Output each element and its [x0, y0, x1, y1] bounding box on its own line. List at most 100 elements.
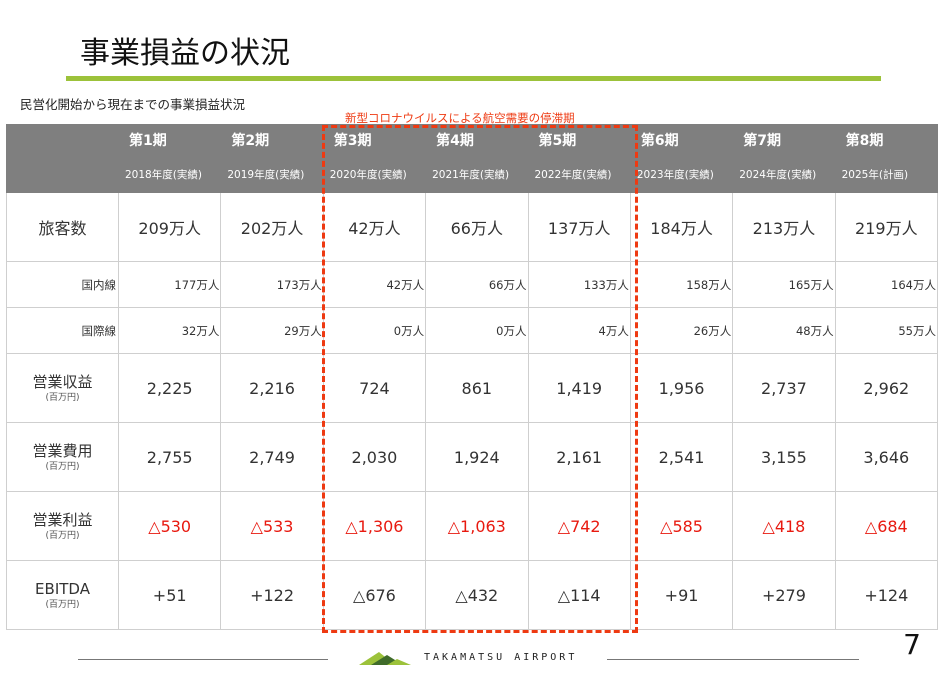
table-cell: 2,161: [527, 422, 631, 492]
table-cell: 158万人: [629, 261, 734, 308]
table-cell-negative: △530: [117, 491, 222, 561]
row-label: EBITDA: [35, 579, 90, 598]
row-unit: (百万円): [45, 392, 80, 403]
table-cell: 3,155: [732, 422, 836, 492]
table-cell: 202万人: [220, 192, 324, 262]
table-cell: 165万人: [732, 261, 836, 308]
table-cell-negative: △742: [527, 491, 631, 561]
table-cell-negative: △684: [834, 491, 939, 561]
table-row-expenses: 営業費用 (百万円) 2,755 2,749 2,030 1,924 2,161…: [6, 422, 939, 492]
row-label: 営業費用: [32, 441, 93, 460]
table-cell: 2,225: [117, 353, 222, 423]
table-cell: 213万人: [732, 192, 836, 262]
row-label-cell: 営業収益 (百万円): [6, 353, 119, 423]
table-cell: 2,541: [629, 422, 734, 492]
header-corner: [6, 124, 119, 156]
table-cell: 1,956: [629, 353, 734, 423]
footer-rule-right: [607, 659, 859, 660]
period-name: 第5期: [527, 124, 631, 156]
table-cell: 48万人: [732, 307, 836, 354]
table-cell: 0万人: [322, 307, 427, 354]
period-year: 2024年度(実績): [732, 155, 836, 193]
row-unit: (百万円): [45, 461, 80, 472]
period-year-plan: 2025年(計画): [834, 155, 939, 193]
page-title: 事業損益の状況: [80, 36, 290, 71]
header-corner: [6, 155, 119, 193]
period-year: 2022年度(実績): [527, 155, 631, 193]
table-cell: 32万人: [117, 307, 222, 354]
table-cell: 724: [322, 353, 427, 423]
row-label: 旅客数: [6, 192, 119, 262]
table-cell: △676: [322, 560, 427, 630]
table-cell: +279: [732, 560, 836, 630]
row-unit: (百万円): [45, 530, 80, 541]
row-label: 国内線: [6, 261, 119, 308]
period-name: 第6期: [629, 124, 734, 156]
table-cell-negative: △585: [629, 491, 734, 561]
table-cell: 219万人: [834, 192, 939, 262]
table-cell: +122: [220, 560, 324, 630]
table-cell: 1,419: [527, 353, 631, 423]
period-name: 第3期: [322, 124, 427, 156]
table-row-passengers: 旅客数 209万人 202万人 42万人 66万人 137万人 184万人 21…: [6, 192, 939, 262]
table-cell-negative: △418: [732, 491, 836, 561]
table-cell: 0万人: [425, 307, 529, 354]
period-name: 第2期: [220, 124, 324, 156]
table-cell: 137万人: [527, 192, 631, 262]
table-cell: 133万人: [527, 261, 631, 308]
table-cell: +91: [629, 560, 734, 630]
table-cell: 184万人: [629, 192, 734, 262]
table-row-revenue: 営業収益 (百万円) 2,225 2,216 724 861 1,419 1,9…: [6, 353, 939, 423]
table-row-international: 国際線 32万人 29万人 0万人 0万人 4万人 26万人 48万人 55万人: [6, 307, 939, 354]
footer-rule-left: [78, 659, 328, 660]
table-cell: 2,216: [220, 353, 324, 423]
table-cell: 177万人: [117, 261, 222, 308]
table-row-operating-profit: 営業利益 (百万円) △530 △533 △1,306 △1,063 △742 …: [6, 491, 939, 561]
table-cell: 861: [425, 353, 529, 423]
table-cell: 42万人: [322, 192, 427, 262]
row-label-cell: 営業利益 (百万円): [6, 491, 119, 561]
row-label: 国際線: [6, 307, 119, 354]
page-subtitle: 民営化開始から現在までの事業損益状況: [20, 97, 246, 112]
row-label-cell: 営業費用 (百万円): [6, 422, 119, 492]
table-cell: 2,755: [117, 422, 222, 492]
period-year: 2019年度(実績): [220, 155, 324, 193]
airport-logo-text: TAKAMATSU AIRPORT: [424, 652, 578, 663]
table-cell-negative: △1,306: [322, 491, 427, 561]
period-name: 第8期: [834, 124, 939, 156]
row-label: 営業利益: [32, 510, 93, 529]
row-label-cell: EBITDA (百万円): [6, 560, 119, 630]
period-name: 第1期: [117, 124, 222, 156]
table-cell: 42万人: [322, 261, 427, 308]
airport-logo-icon: [359, 652, 411, 665]
table-cell: 66万人: [425, 261, 529, 308]
table-cell: 29万人: [220, 307, 324, 354]
table-cell: 2,962: [834, 353, 939, 423]
table-cell: 3,646: [834, 422, 939, 492]
table-row-domestic: 国内線 177万人 173万人 42万人 66万人 133万人 158万人 16…: [6, 261, 939, 308]
table-cell: 2,737: [732, 353, 836, 423]
table-cell: +124: [834, 560, 939, 630]
covid-period-label: 新型コロナウイルスによる航空需要の停滞期: [345, 111, 575, 125]
table-cell: 209万人: [117, 192, 222, 262]
table-cell: 1,924: [425, 422, 529, 492]
page-number: 7: [903, 628, 921, 661]
period-year: 2021年度(実績): [425, 155, 529, 193]
period-year: 2023年度(実績): [629, 155, 734, 193]
title-underline: [66, 76, 881, 81]
table-cell: 26万人: [629, 307, 734, 354]
period-header-row: 第1期 第2期 第3期 第4期 第5期 第6期 第7期 第8期: [6, 124, 939, 156]
table-cell: 66万人: [425, 192, 529, 262]
table-cell: 2,030: [322, 422, 427, 492]
period-year: 2018年度(実績): [117, 155, 222, 193]
table-cell: △114: [527, 560, 631, 630]
period-year: 2020年度(実績): [322, 155, 427, 193]
year-header-row: 2018年度(実績) 2019年度(実績) 2020年度(実績) 2021年度(…: [6, 155, 939, 193]
table-cell: △432: [425, 560, 529, 630]
table-row-ebitda: EBITDA (百万円) +51 +122 △676 △432 △114 +91…: [6, 560, 939, 630]
row-unit: (百万円): [45, 599, 80, 610]
period-name: 第7期: [732, 124, 836, 156]
table-cell: 173万人: [220, 261, 324, 308]
row-label: 営業収益: [32, 372, 93, 391]
period-name: 第4期: [425, 124, 529, 156]
